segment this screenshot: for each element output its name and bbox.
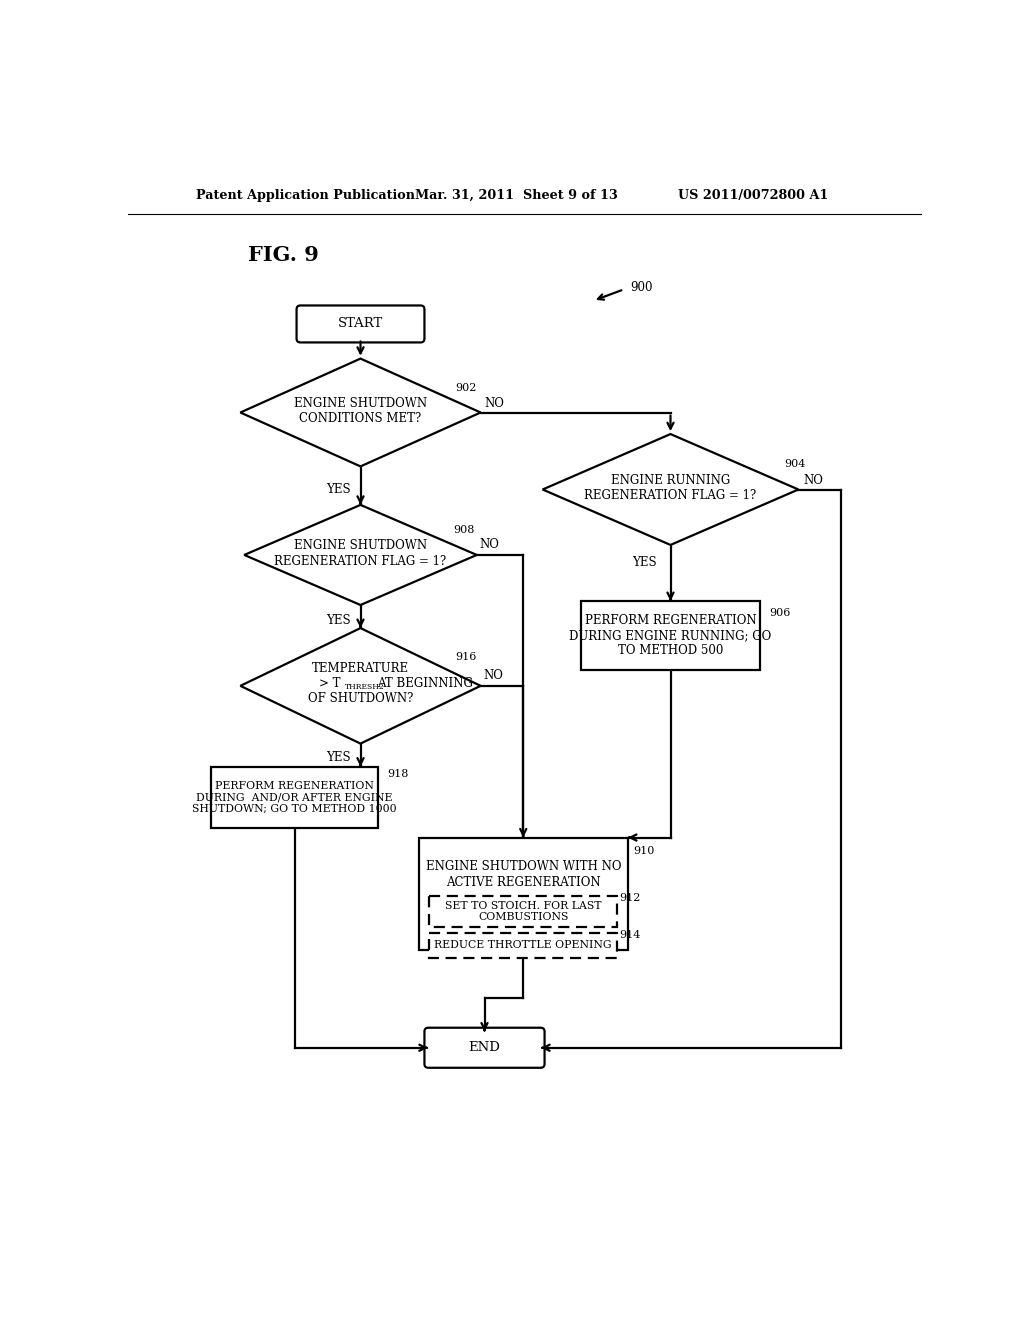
Text: 902: 902: [455, 383, 476, 393]
Text: OF SHUTDOWN?: OF SHUTDOWN?: [308, 693, 414, 705]
Text: 918: 918: [388, 770, 409, 779]
Text: 904: 904: [784, 459, 806, 469]
FancyBboxPatch shape: [297, 305, 424, 342]
Text: > T: > T: [319, 677, 341, 690]
Text: NO: NO: [484, 397, 505, 409]
Text: START: START: [338, 317, 383, 330]
Text: 906: 906: [770, 607, 792, 618]
Text: SET TO STOICH. FOR LAST
COMBUSTIONS: SET TO STOICH. FOR LAST COMBUSTIONS: [445, 900, 601, 923]
Text: NO: NO: [804, 474, 823, 487]
Text: YES: YES: [327, 614, 351, 627]
Text: NO: NO: [480, 539, 500, 552]
Text: YES: YES: [632, 556, 656, 569]
Polygon shape: [245, 506, 477, 605]
Text: FIG. 9: FIG. 9: [248, 244, 319, 264]
Text: YES: YES: [327, 483, 351, 496]
Text: END: END: [469, 1041, 501, 1055]
Text: REDUCE THROTTLE OPENING: REDUCE THROTTLE OPENING: [434, 940, 612, 950]
Text: ENGINE SHUTDOWN: ENGINE SHUTDOWN: [294, 539, 427, 552]
Polygon shape: [241, 628, 480, 743]
Polygon shape: [241, 359, 480, 466]
Text: AT BEGINNING: AT BEGINNING: [378, 677, 473, 690]
Text: ENGINE SHUTDOWN WITH NO: ENGINE SHUTDOWN WITH NO: [426, 861, 621, 874]
Text: TEMPERATURE: TEMPERATURE: [312, 661, 409, 675]
Bar: [582, 601, 760, 671]
Text: ACTIVE REGENERATION: ACTIVE REGENERATION: [445, 875, 600, 888]
Text: PERFORM REGENERATION
DURING ENGINE RUNNING; GO
TO METHOD 500: PERFORM REGENERATION DURING ENGINE RUNNI…: [569, 614, 772, 657]
Text: 908: 908: [454, 525, 475, 536]
Text: 900: 900: [630, 281, 652, 294]
Text: Patent Application Publication: Patent Application Publication: [197, 189, 415, 202]
Text: CONDITIONS MET?: CONDITIONS MET?: [299, 412, 422, 425]
Text: NO: NO: [483, 669, 503, 682]
Text: 912: 912: [620, 892, 641, 903]
Text: 910: 910: [633, 846, 654, 857]
Text: Mar. 31, 2011  Sheet 9 of 13: Mar. 31, 2011 Sheet 9 of 13: [415, 189, 617, 202]
Text: 916: 916: [455, 652, 476, 663]
FancyBboxPatch shape: [424, 1028, 545, 1068]
Text: PERFORM REGENERATION
DURING  AND/OR AFTER ENGINE
SHUTDOWN; GO TO METHOD 1000: PERFORM REGENERATION DURING AND/OR AFTER…: [193, 781, 397, 814]
Bar: [211, 767, 378, 829]
Bar: [429, 896, 617, 927]
Text: US 2011/0072800 A1: US 2011/0072800 A1: [678, 189, 828, 202]
Text: 914: 914: [620, 929, 641, 940]
Bar: [419, 838, 628, 949]
Text: YES: YES: [327, 751, 351, 764]
Bar: [429, 933, 617, 958]
Text: ENGINE RUNNING: ENGINE RUNNING: [611, 474, 730, 487]
Text: THRESH2: THRESH2: [345, 684, 385, 692]
Text: ENGINE SHUTDOWN: ENGINE SHUTDOWN: [294, 397, 427, 409]
Text: REGENERATION FLAG = 1?: REGENERATION FLAG = 1?: [274, 554, 446, 568]
Text: REGENERATION FLAG = 1?: REGENERATION FLAG = 1?: [585, 490, 757, 502]
Polygon shape: [543, 434, 799, 545]
